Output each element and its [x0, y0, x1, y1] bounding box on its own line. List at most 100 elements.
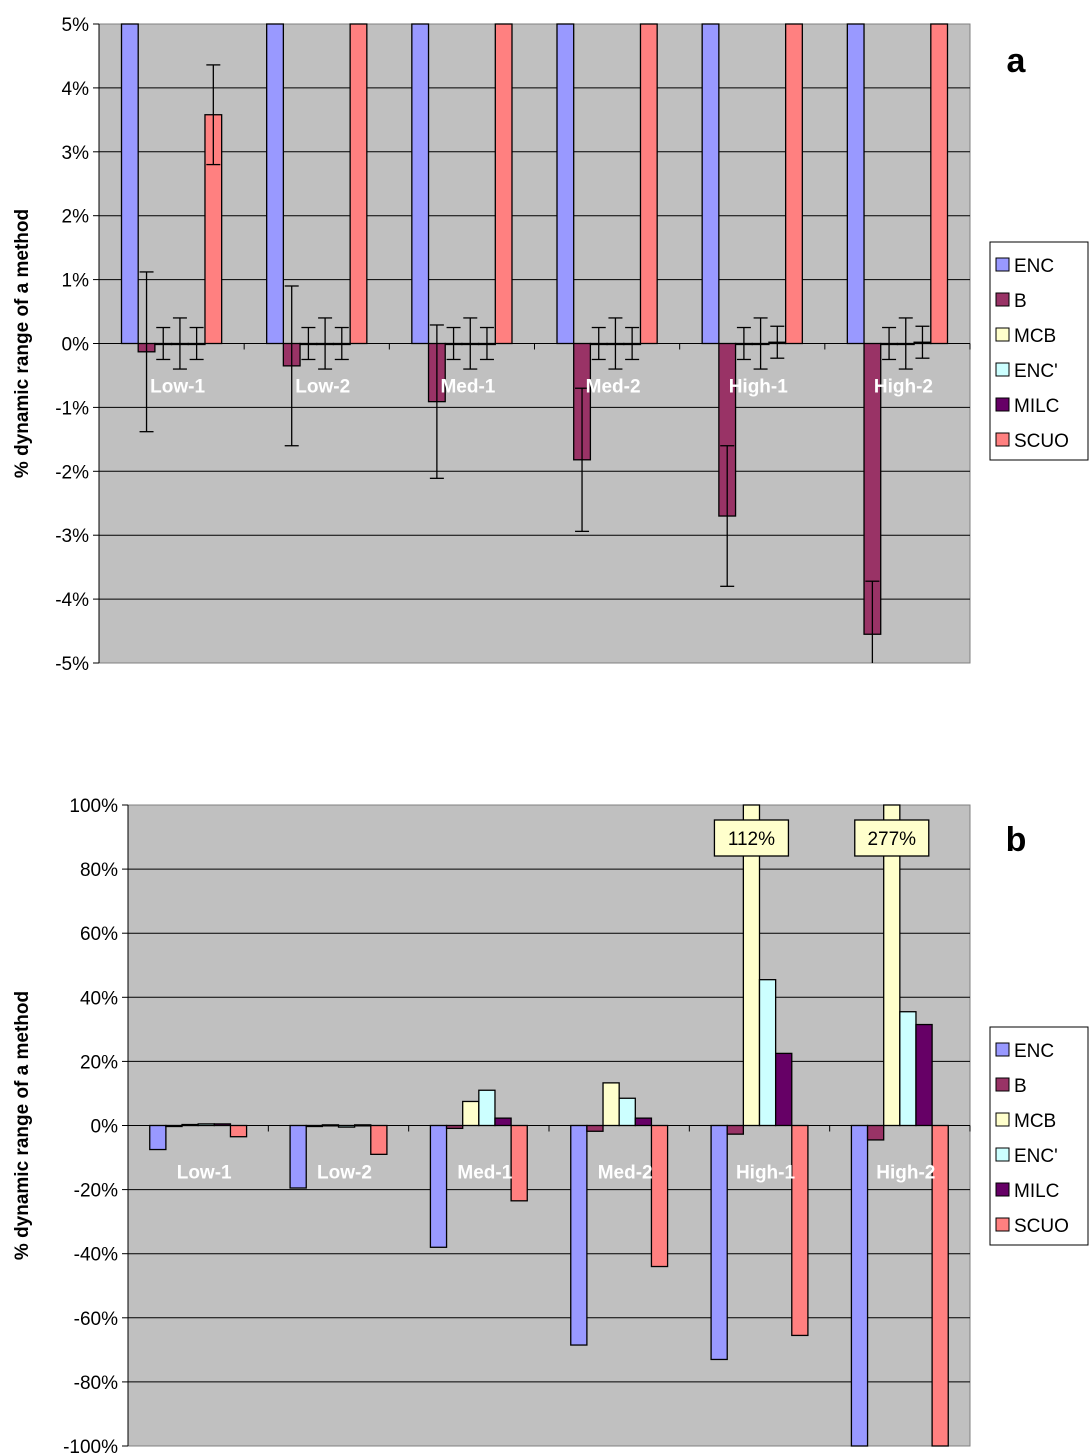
bar-scuo-low-1: [229, 1124, 248, 1138]
legend-swatch: [995, 1077, 1010, 1092]
legend-swatch: [995, 327, 1010, 342]
bar-enc-high-2: [850, 1124, 869, 1447]
bar-enc-low-1: [149, 1124, 167, 1151]
bar-encp-high-2: [899, 1011, 917, 1127]
bar-scuo-low-2: [349, 23, 368, 345]
legend-swatch: [995, 1217, 1010, 1232]
bar-enc-high-1: [710, 1124, 728, 1361]
bar-enc-high-1: [701, 23, 720, 345]
y-tick-label: 80%: [80, 860, 118, 881]
y-tick-label: -2%: [55, 462, 89, 483]
category-label: High-1: [736, 1163, 796, 1184]
legend-entry: ENC': [1014, 1146, 1058, 1167]
legend-swatch: [995, 1112, 1010, 1127]
bar-encp-low-2: [337, 1124, 356, 1128]
legend-swatch: [995, 292, 1010, 307]
y-tick-label: 100%: [69, 796, 118, 817]
bar-mcb-low-2: [321, 1124, 340, 1127]
y-tick-label: -60%: [74, 1309, 118, 1330]
y-tick-label: 2%: [62, 207, 90, 228]
y-axis-title: % dynamic range of a method: [12, 991, 33, 1260]
y-tick-label: -4%: [55, 590, 89, 611]
bar-scuo-high-1: [791, 1124, 809, 1337]
panel-label: b: [1006, 821, 1027, 859]
bar-milc-high-2: [915, 1023, 933, 1127]
bar-scuo-med-2: [639, 23, 658, 345]
legend-entry: MILC: [1014, 396, 1059, 417]
category-label: Med-1: [440, 377, 495, 398]
y-tick-label: -5%: [55, 654, 89, 675]
bar-scuo-low-2: [370, 1124, 388, 1155]
bar-milc-med-2: [634, 1117, 653, 1127]
legend-swatch: [995, 1182, 1010, 1197]
y-tick-label: 4%: [62, 79, 90, 100]
bar-enc-med-1: [411, 23, 430, 345]
y-tick-label: -40%: [74, 1245, 118, 1266]
bar-b-med-1: [445, 1124, 464, 1130]
bar-enc-low-2: [289, 1124, 307, 1189]
category-label: Med-2: [598, 1163, 653, 1184]
bar-scuo-med-2: [650, 1124, 669, 1268]
y-tick-label: 20%: [80, 1052, 118, 1073]
legend-entry: B: [1014, 291, 1027, 312]
y-axis-title: % dynamic range of a method: [12, 209, 33, 478]
category-label: Low-1: [177, 1163, 232, 1184]
bar-enc-med-1: [429, 1124, 448, 1248]
legend-box: [989, 241, 1089, 461]
category-label: Low-2: [295, 377, 350, 398]
legend-entry: SCUO: [1014, 431, 1069, 452]
legend-entry: ENC: [1014, 256, 1054, 277]
legend-swatch: [995, 397, 1010, 412]
legend-entry: ENC': [1014, 361, 1058, 382]
legend-swatch: [995, 362, 1010, 377]
y-tick-label: -1%: [55, 398, 89, 419]
bar-b-high-1: [726, 1124, 745, 1135]
bar-mcb-low-1: [181, 1123, 199, 1127]
y-tick-label: 0%: [62, 335, 90, 356]
category-label: Low-2: [317, 1163, 372, 1184]
bar-encp-high-1: [758, 979, 777, 1127]
bar-mcb-high-1: [742, 804, 761, 1127]
bar-enc-high-2: [846, 23, 865, 345]
y-tick-label: -80%: [74, 1373, 118, 1394]
y-tick-label: 0%: [91, 1117, 119, 1138]
bar-mcb-med-2: [602, 1082, 620, 1127]
category-label: High-1: [729, 377, 789, 398]
data-label: 277%: [867, 829, 916, 850]
bar-b-high-2: [866, 1124, 885, 1141]
bar-mcb-med-1: [462, 1100, 480, 1127]
bar-b-low-1: [165, 1124, 183, 1128]
bar-milc-med-1: [494, 1117, 512, 1127]
chart-panel-b: 100% 80% 60% 40% 20% 0% -20% -40% -60% -80% -100% L…: [12, 796, 1089, 1454]
legend-entry: B: [1014, 1076, 1027, 1097]
bar-b-low-2: [305, 1124, 324, 1128]
y-tick-label: 5%: [62, 15, 90, 36]
bar-b-med-2: [586, 1124, 604, 1132]
category-label: High-2: [876, 1163, 935, 1184]
bar-enc-med-2: [556, 23, 575, 345]
data-label-box: [854, 819, 930, 857]
chart-panel-a: 5% 4% 3% 2% 1% 0% -1% -2% -3% -4% -5% Low-1 Low-2 Med…: [12, 15, 1089, 675]
y-tick-label: -100%: [63, 1437, 118, 1454]
bar-milc-high-1: [774, 1052, 793, 1127]
legend-swatch: [995, 257, 1010, 272]
bar-enc-low-2: [266, 23, 285, 345]
bar-scuo-med-1: [494, 23, 513, 345]
legend-entry: MILC: [1014, 1181, 1059, 1202]
category-label: High-2: [874, 377, 933, 398]
bar-encp-med-2: [618, 1097, 636, 1127]
panel-label: a: [1007, 42, 1027, 80]
y-tick-label: 40%: [80, 988, 118, 1009]
category-label: Med-1: [457, 1163, 512, 1184]
y-tick-label: -20%: [74, 1181, 118, 1202]
y-tick-label: 1%: [62, 271, 90, 292]
category-label: Med-2: [586, 377, 641, 398]
bar-enc-med-2: [570, 1124, 588, 1346]
y-tick-label: 3%: [62, 143, 90, 164]
legend-swatch: [995, 432, 1010, 447]
legend-box: [989, 1026, 1089, 1246]
category-label: Low-1: [150, 377, 205, 398]
bar-enc-low-1: [120, 23, 139, 345]
y-tick-label: 60%: [80, 924, 118, 945]
